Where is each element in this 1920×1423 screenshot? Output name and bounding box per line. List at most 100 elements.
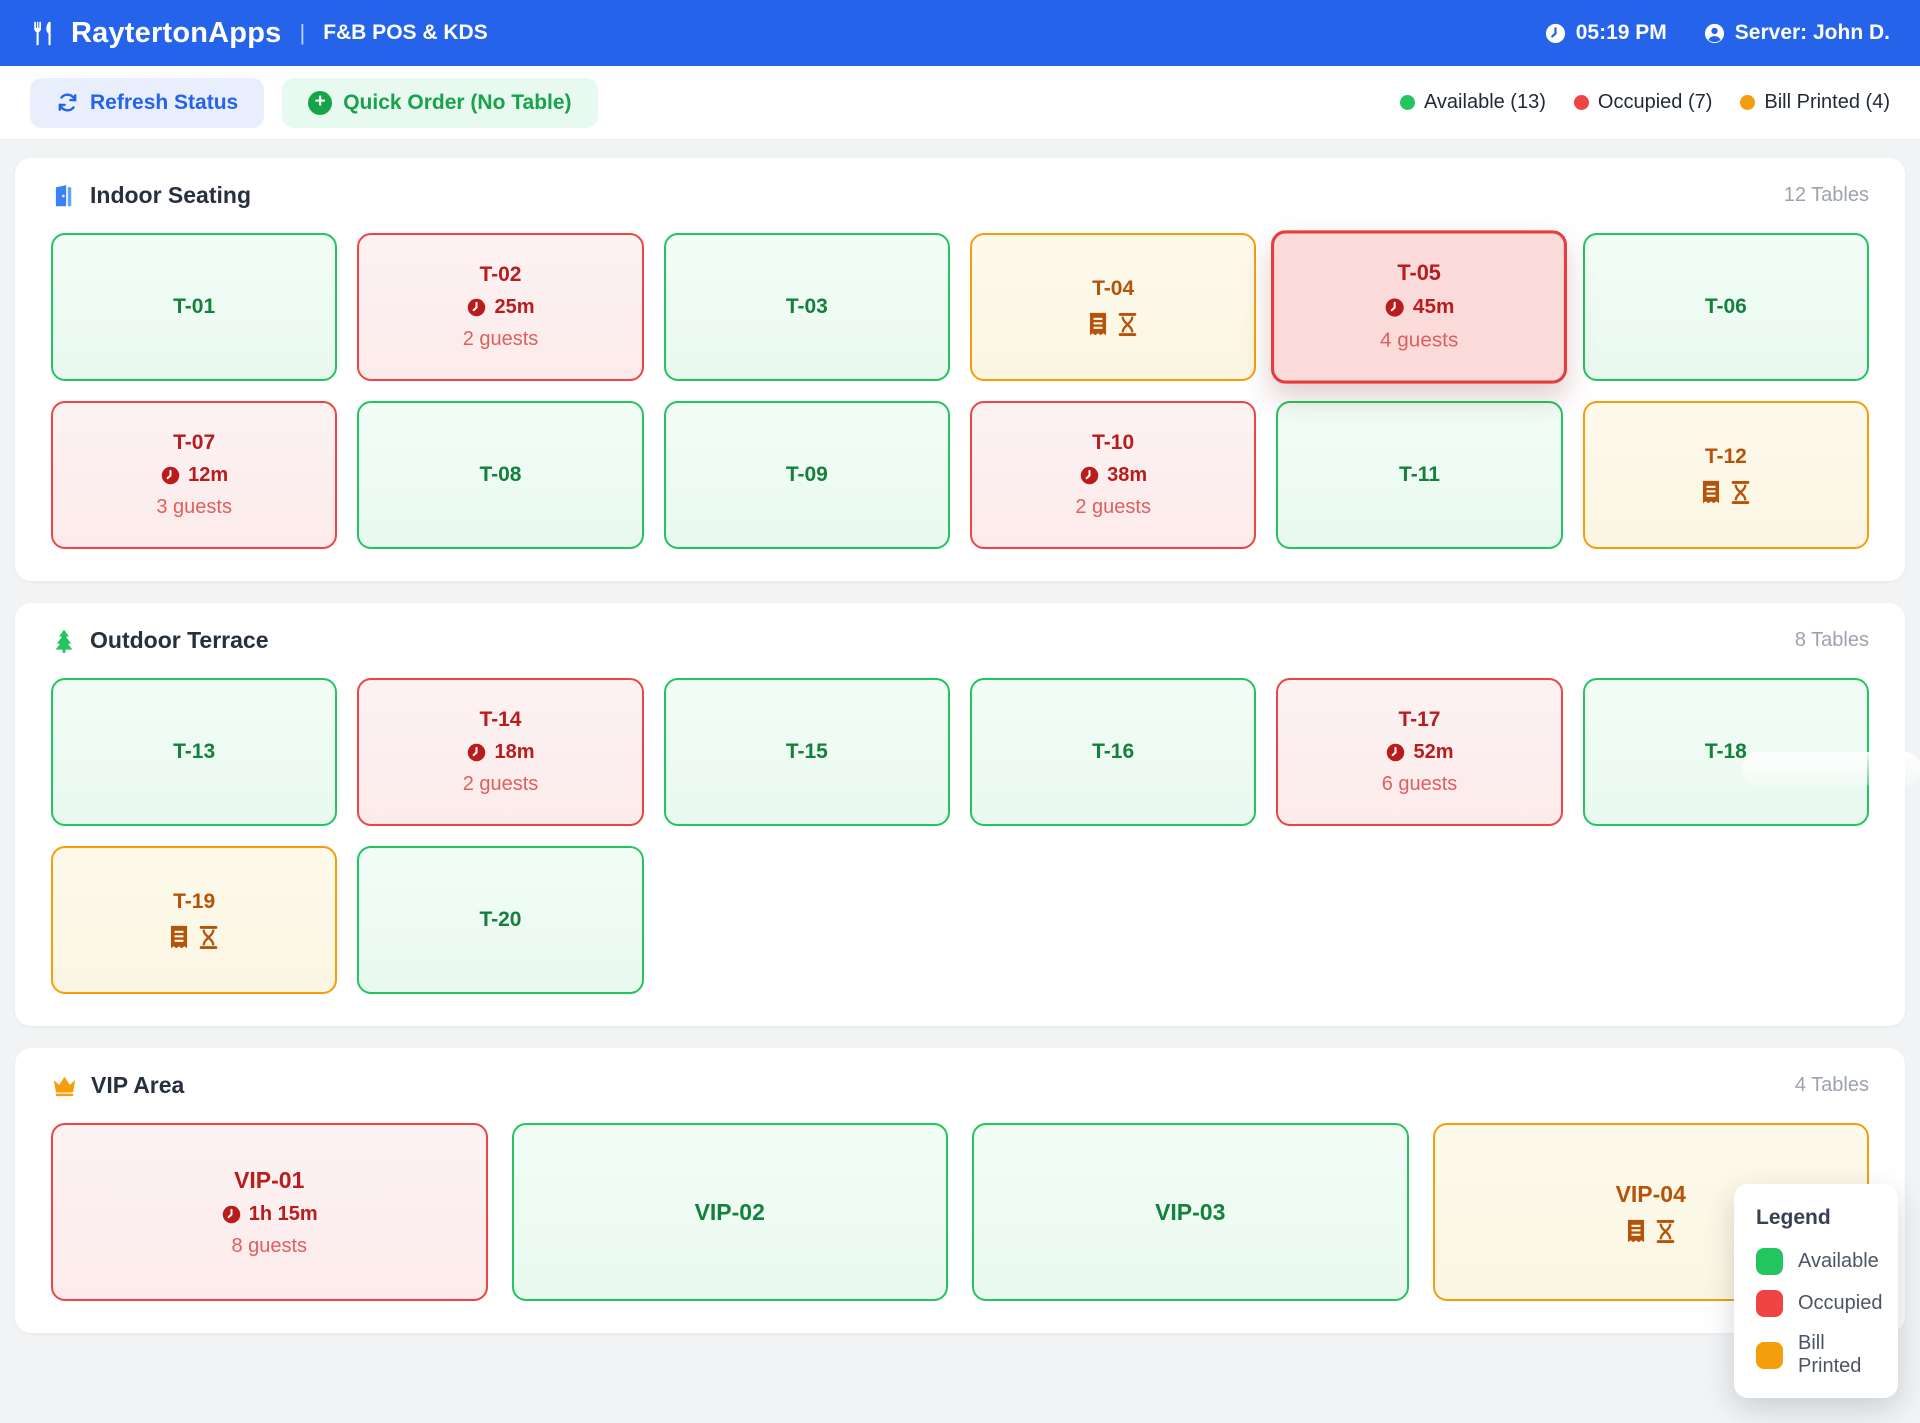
- table-id: T-14: [479, 708, 521, 732]
- table-id: T-04: [1092, 277, 1134, 301]
- occupancy-time-value: 1h 15m: [249, 1203, 318, 1226]
- table-card-vip-02[interactable]: VIP-02: [512, 1123, 949, 1301]
- clock-icon: [1544, 22, 1567, 45]
- table-card-t-03[interactable]: T-03: [664, 233, 950, 381]
- table-card-t-13[interactable]: T-13: [51, 678, 337, 826]
- bill-printed-icons: [1088, 312, 1138, 337]
- outdoor-tables-grid: T-13T-1418m2 guestsT-15T-16T-1752m6 gues…: [51, 678, 1869, 994]
- table-card-vip-03[interactable]: VIP-03: [972, 1123, 1409, 1301]
- table-card-t-14[interactable]: T-14 18m 2 guests: [357, 678, 643, 826]
- table-id: T-12: [1705, 445, 1747, 469]
- clock-icon: [466, 297, 487, 318]
- bill-printed-icons: [1626, 1219, 1676, 1244]
- guest-count: 6 guests: [1382, 773, 1458, 796]
- section-title: Outdoor Terrace: [90, 627, 269, 654]
- header-status-group: 05:19 PM Server: John D.: [1544, 21, 1890, 45]
- receipt-icon: [1088, 312, 1108, 337]
- section-indoor-seating: Indoor Seating 12 Tables T-01T-0225m2 gu…: [15, 158, 1905, 581]
- door-icon: [51, 183, 77, 209]
- table-id: T-15: [786, 740, 828, 764]
- section-header: Indoor Seating 12 Tables: [51, 182, 1869, 209]
- table-card-t-07[interactable]: T-0712m3 guests: [51, 401, 337, 549]
- server-name: Server: John D.: [1735, 21, 1890, 45]
- occupancy-time: 12m: [160, 464, 228, 487]
- table-card-t-18[interactable]: T-18: [1583, 678, 1869, 826]
- refresh-icon: [56, 91, 79, 114]
- occupancy-time: 18m: [466, 741, 534, 764]
- hourglass-icon: [1730, 480, 1751, 505]
- quick-order-label: Quick Order (No Table): [343, 91, 571, 115]
- tree-icon: [51, 628, 77, 654]
- table-id: T-01: [173, 295, 215, 319]
- floor-plan: Indoor Seating 12 Tables T-01 T-02 25m 2 gu…: [0, 140, 1920, 1363]
- legend-row-bill-printed: Bill Printed: [1756, 1332, 1876, 1378]
- quick-order-button[interactable]: + Quick Order (No Table): [282, 78, 597, 128]
- table-id: T-09: [786, 463, 828, 487]
- table-card-t-02[interactable]: T-0225m2 guests: [357, 233, 643, 381]
- table-card-t-06[interactable]: T-06: [1583, 233, 1869, 381]
- occupancy-time-value: 52m: [1413, 741, 1453, 764]
- user-icon: [1703, 22, 1726, 45]
- table-card-t-17[interactable]: T-1752m6 guests: [1276, 678, 1562, 826]
- toolbar-buttons: Refresh Status + Quick Order (No Table): [30, 78, 598, 128]
- table-id: T-18: [1705, 740, 1747, 764]
- clock-icon: [466, 742, 487, 763]
- table-id: T-03: [786, 295, 828, 319]
- table-id: VIP-04: [1616, 1181, 1686, 1208]
- receipt-icon: [1701, 480, 1721, 505]
- toolbar: Refresh Status + Quick Order (No Table) …: [0, 66, 1920, 140]
- section-table-count: 8 Tables: [1795, 629, 1869, 652]
- guest-count: 8 guests: [231, 1235, 307, 1258]
- table-id: T-06: [1705, 295, 1747, 319]
- occupancy-time-value: 38m: [1107, 464, 1147, 487]
- table-card-t-05[interactable]: T-0545m4 guests: [1271, 230, 1567, 383]
- table-id: T-16: [1092, 740, 1134, 764]
- guest-count: 2 guests: [463, 773, 539, 796]
- table-id: T-19: [173, 890, 215, 914]
- receipt-icon: [1626, 1219, 1646, 1244]
- table-id: T-20: [479, 908, 521, 932]
- table-card-t-20[interactable]: T-20: [357, 846, 643, 994]
- bill-printed-count-label: Bill Printed (4): [1764, 91, 1890, 114]
- available-swatch-icon: [1756, 1248, 1783, 1275]
- guest-count: 3 guests: [156, 496, 232, 519]
- table-card-t-01[interactable]: T-01: [51, 233, 337, 381]
- plus-circle-icon: +: [308, 91, 332, 115]
- app-header: RaytertonApps | F&B POS & KDS 05:19 PM S: [0, 0, 1920, 66]
- occupancy-time: 52m: [1385, 741, 1453, 764]
- server-item: Server: John D.: [1703, 21, 1890, 45]
- table-card-t-10[interactable]: T-1038m2 guests: [970, 401, 1256, 549]
- section-header: VIP Area 4 Tables: [51, 1072, 1869, 1099]
- legend-panel: Legend Available Occupied Bill Printed: [1734, 1184, 1898, 1398]
- occupancy-time-value: 12m: [188, 464, 228, 487]
- table-card-t-08[interactable]: T-08: [357, 401, 643, 549]
- legend-title: Legend: [1756, 1206, 1876, 1230]
- refresh-status-button[interactable]: Refresh Status: [30, 78, 264, 128]
- table-id: VIP-02: [695, 1199, 765, 1226]
- table-id: T-08: [479, 463, 521, 487]
- table-card-t-09[interactable]: T-09: [664, 401, 950, 549]
- table-id: T-02: [479, 263, 521, 287]
- hourglass-icon: [1655, 1219, 1676, 1244]
- clock-icon: [1384, 297, 1406, 319]
- occupancy-time: 25m: [466, 296, 534, 319]
- section-title: Indoor Seating: [90, 182, 251, 209]
- table-card-t-15[interactable]: T-15: [664, 678, 950, 826]
- app-title: RaytertonApps: [71, 17, 281, 50]
- table-card-t-19[interactable]: T-19: [51, 846, 337, 994]
- table-card-t-12[interactable]: T-12: [1583, 401, 1869, 549]
- table-card-vip-01[interactable]: VIP-011h 15m8 guests: [51, 1123, 488, 1301]
- available-dot-icon: [1400, 95, 1415, 110]
- table-card-t-04[interactable]: T-04: [970, 233, 1256, 381]
- hourglass-icon: [198, 925, 219, 950]
- bill-printed-count-chip: Bill Printed (4): [1740, 91, 1890, 114]
- clock-icon: [1385, 742, 1406, 763]
- table-card-t-16[interactable]: T-16: [970, 678, 1256, 826]
- legend-label: Occupied: [1798, 1292, 1883, 1315]
- legend-label: Available: [1798, 1250, 1879, 1273]
- section-title: VIP Area: [91, 1072, 184, 1099]
- occupied-dot-icon: [1574, 95, 1589, 110]
- table-card-t-11[interactable]: T-11: [1276, 401, 1562, 549]
- app-subtitle: F&B POS & KDS: [323, 21, 488, 45]
- section-header: Outdoor Terrace 8 Tables: [51, 627, 1869, 654]
